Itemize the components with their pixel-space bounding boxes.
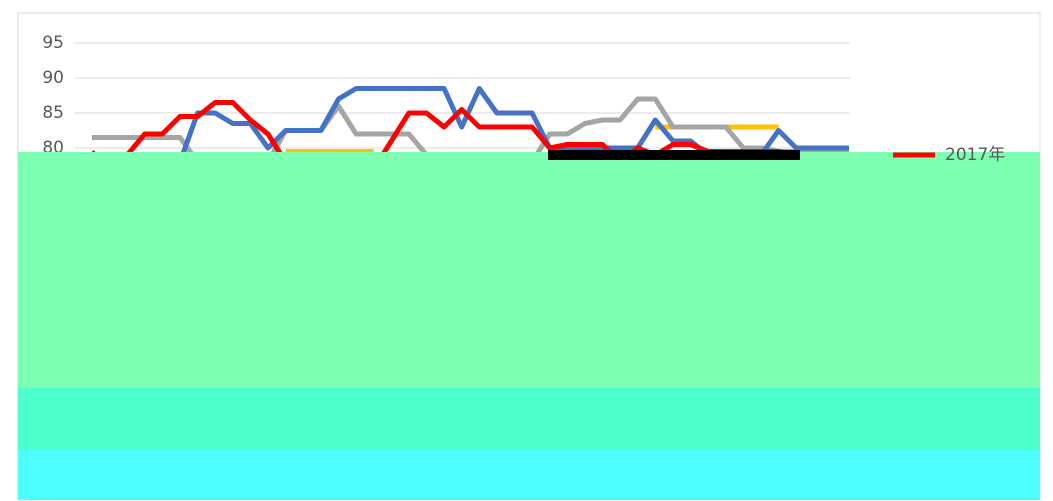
overlay-block [18, 152, 1040, 388]
y-tick-label: 95 [42, 33, 64, 53]
overlay-block [18, 388, 1040, 450]
overlay [18, 150, 1040, 500]
overlay-block [548, 150, 800, 160]
legend-label: 2017年 [945, 145, 1005, 165]
y-tick-label: 85 [42, 103, 64, 123]
legend: 2017年 [893, 145, 1005, 165]
y-tick-label: 90 [42, 68, 64, 88]
overlay-block [18, 450, 1040, 500]
